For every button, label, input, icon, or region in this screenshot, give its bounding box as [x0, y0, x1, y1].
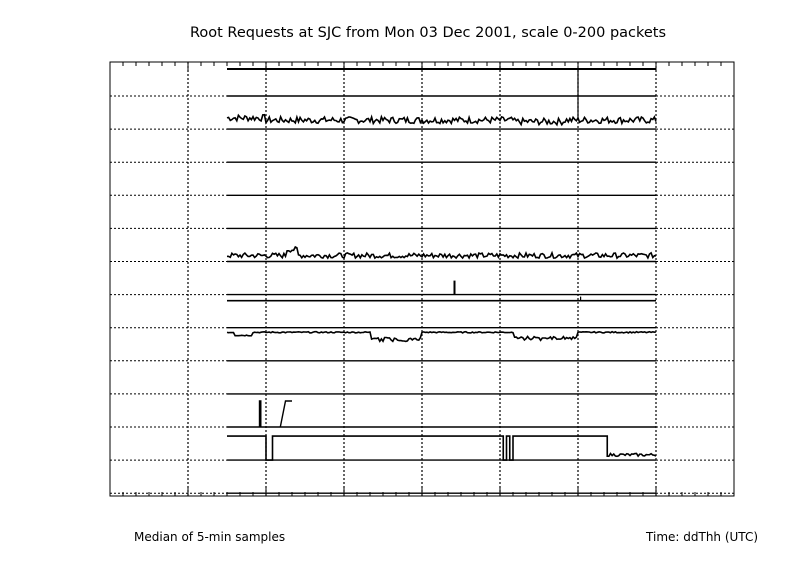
series-arl-md-h: [226, 245, 657, 260]
series-psi-va: [258, 400, 292, 428]
row-lines: [110, 95, 734, 494]
grid: [187, 62, 657, 496]
series-isi-ca-b: [227, 435, 657, 461]
series-isi-ca-l: [226, 113, 657, 127]
footnote-left: Median of 5-min samples: [134, 530, 285, 544]
series-group: [226, 68, 657, 461]
x-axis-label: Time: ddThh (UTC): [645, 530, 758, 544]
x-axis-ticks: [122, 62, 722, 496]
series-ames-ca: [226, 330, 657, 343]
chart-title: Root Requests at SJC from Mon 03 Dec 200…: [190, 25, 666, 41]
